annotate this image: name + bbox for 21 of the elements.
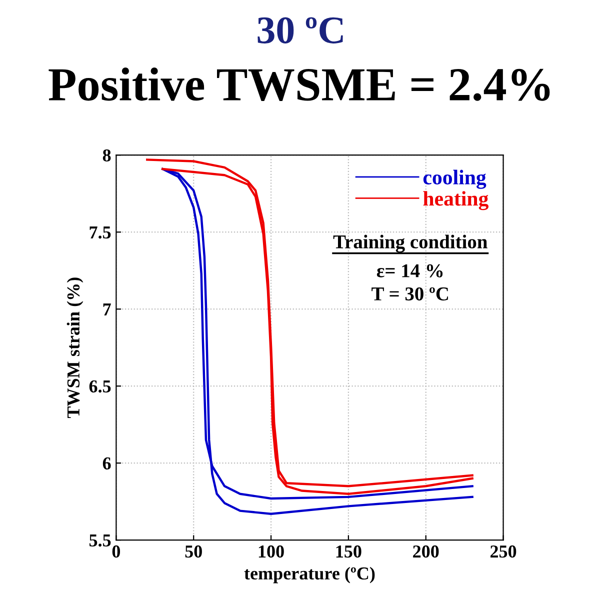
x-tick-label: 100 [258,545,284,558]
x-tick-label: 150 [336,545,362,558]
y-tick-label: 5.5 [89,534,111,547]
annotation: Training condition [333,234,488,253]
chart-title: 30 ºC [258,17,343,44]
y-tick-label: 8 [102,149,111,162]
x-tick-label: 50 [185,545,202,558]
legend-label: heating [423,191,488,210]
annotation: ε= 14 % [376,264,443,278]
y-tick-label: 6.5 [89,380,111,393]
x-axis-title: temperature (ºC) [244,566,375,584]
y-tick-label: 7 [103,304,111,316]
x-tick-label: 0 [112,545,120,558]
x-tick-label: 200 [413,545,439,558]
y-axis-title: TWSM strain (%) [66,278,84,418]
legend-label: cooling [423,170,486,189]
x-tick-label: 250 [490,545,516,558]
y-tick-label: 7.5 [90,226,111,239]
y-tick-label: 6 [102,457,111,470]
annotation: T = 30 ºC [372,287,448,300]
chart-subtitle: Positive TWSME = 2.4% [48,67,550,101]
